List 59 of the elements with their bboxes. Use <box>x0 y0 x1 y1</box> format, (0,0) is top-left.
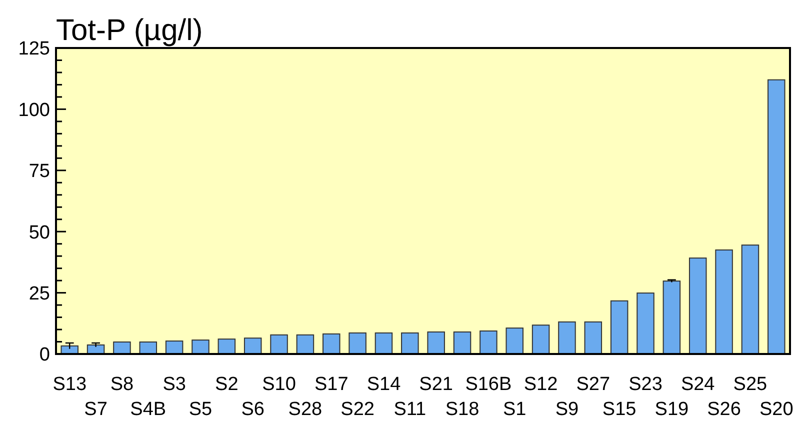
x-tick-label: S14 <box>366 374 402 395</box>
x-tick-label: S9 <box>555 399 579 420</box>
bar <box>348 332 366 354</box>
x-tick-label: S25 <box>733 374 768 395</box>
x-tick-label: S28 <box>288 399 322 420</box>
x-tick-label: S1 <box>502 399 526 420</box>
y-tick-label: 50 <box>28 222 50 244</box>
x-tick-label: S22 <box>340 399 374 420</box>
y-tick-label: 75 <box>28 161 50 182</box>
x-tick-label: S17 <box>314 374 348 395</box>
chart-title: Tot-P (µg/l) <box>56 14 203 47</box>
y-tick-label: 25 <box>28 283 50 304</box>
bar <box>532 324 550 354</box>
bar <box>584 321 602 354</box>
x-tick-label: S10 <box>262 374 296 395</box>
bar <box>480 330 498 354</box>
x-tick-label: S18 <box>445 399 480 420</box>
x-tick-label: S15 <box>602 399 636 420</box>
bar <box>636 292 654 354</box>
x-tick-label: S23 <box>628 374 662 395</box>
bar <box>427 331 445 354</box>
bar <box>688 258 707 354</box>
x-tick-label: S24 <box>680 374 716 395</box>
x-tick-label: S20 <box>759 399 794 420</box>
bar <box>401 332 419 354</box>
x-tick-label: S8 <box>110 374 134 395</box>
x-tick-label: S21 <box>419 374 453 395</box>
bar <box>192 340 210 354</box>
bar <box>768 79 786 354</box>
bar <box>506 328 524 354</box>
bar <box>322 333 340 354</box>
x-tick-label: S26 <box>707 399 741 420</box>
y-tick-label: 125 <box>18 38 50 60</box>
bar <box>453 331 472 354</box>
y-tick-label: 0 <box>39 344 50 366</box>
x-tick-label: S12 <box>524 374 558 395</box>
x-tick-label: S4B <box>130 399 166 420</box>
bar <box>270 334 288 354</box>
x-tick-label: S19 <box>654 399 689 420</box>
bar <box>113 342 131 354</box>
x-tick-label: S16B <box>465 374 512 395</box>
x-tick-label: S27 <box>576 374 610 395</box>
x-tick-label: S5 <box>188 399 212 420</box>
bar <box>296 334 314 354</box>
bar <box>374 332 393 354</box>
bar <box>715 249 733 354</box>
bar <box>244 338 262 354</box>
bar <box>558 321 576 354</box>
bar <box>610 300 628 354</box>
bar <box>218 338 236 354</box>
bar <box>741 244 760 354</box>
x-tick-label: S2 <box>215 374 238 395</box>
y-tick-label: 100 <box>18 100 50 121</box>
x-tick-label: S3 <box>162 374 186 395</box>
bar <box>662 280 681 354</box>
x-tick-label: S13 <box>52 374 87 395</box>
x-tick-label: S7 <box>84 399 108 420</box>
x-tick-label: S11 <box>394 399 426 420</box>
x-tick-label: S6 <box>241 399 264 420</box>
